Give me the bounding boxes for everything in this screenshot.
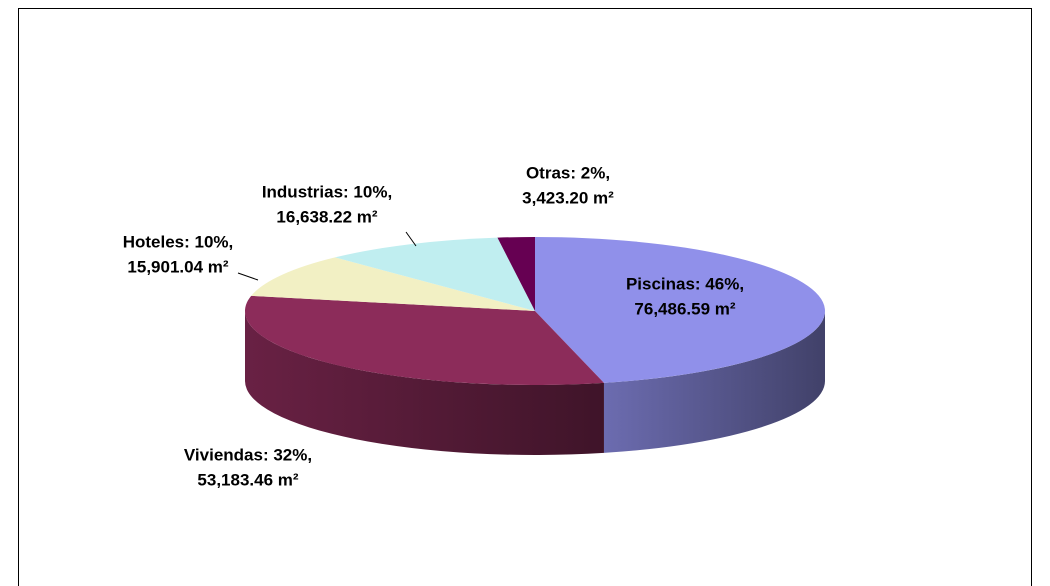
- slice: [245, 295, 604, 385]
- data-label: Viviendas: 32%,: [184, 445, 312, 464]
- leader-line: [405, 231, 417, 247]
- pie-tops: [245, 237, 825, 385]
- leader-line: [237, 272, 259, 281]
- data-label: Otras: 2%,: [526, 163, 610, 182]
- slice: [535, 237, 825, 383]
- data-value-label: 15,901.04 m²: [127, 257, 228, 276]
- slice-side: [603, 311, 825, 453]
- slice: [334, 237, 535, 311]
- slice: [497, 237, 535, 311]
- data-label: Hoteles: 10%,: [123, 232, 234, 251]
- slice: [251, 257, 535, 311]
- pie-sides: [245, 311, 825, 455]
- data-value-label: 16,638.22 m²: [276, 207, 377, 226]
- data-value-label: 76,486.59 m²: [634, 299, 735, 318]
- slice-side: [245, 311, 604, 455]
- data-label: Industrias: 10%,: [262, 182, 392, 201]
- data-value-label: 53,183.46 m²: [197, 470, 298, 489]
- data-value-label: 3,423.20 m²: [522, 188, 614, 207]
- data-label: Piscinas: 46%,: [626, 274, 744, 293]
- data-labels: Piscinas: 46%, 76,486.59 m² Viviendas: 32%…: [123, 163, 744, 489]
